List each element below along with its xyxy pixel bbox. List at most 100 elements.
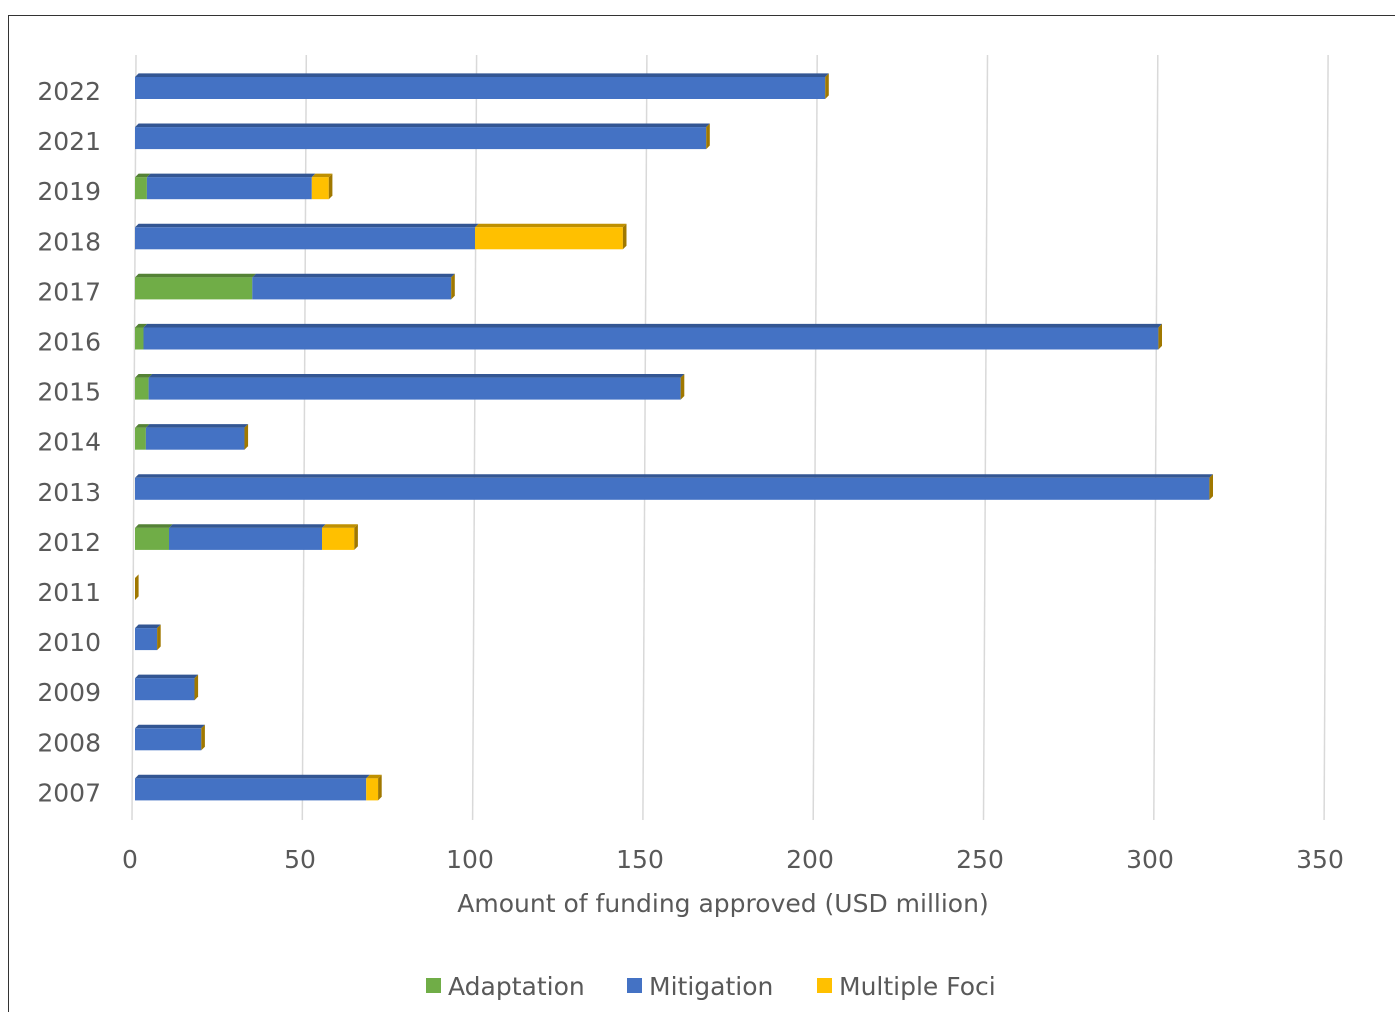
x-tick-label: 100 <box>446 845 494 874</box>
bar-top-face <box>322 524 358 528</box>
bar-end-cap <box>194 674 199 701</box>
bar-segment-multiple-foci <box>366 778 379 801</box>
y-tick-label: 2021 <box>37 127 101 156</box>
y-tick-label: 2011 <box>37 578 101 607</box>
bar-end-cap <box>1158 323 1162 350</box>
y-tick-label: 2010 <box>37 628 101 657</box>
bar-segment-adaptation <box>135 427 146 450</box>
legend-swatch <box>426 978 441 993</box>
bar-top-face <box>135 323 148 328</box>
bar-segment-mitigation <box>146 177 312 200</box>
bar-segment-adaptation <box>135 277 253 300</box>
y-tick-label: 2008 <box>37 728 101 757</box>
bar-end-cap <box>135 574 139 600</box>
x-axis-title: Amount of funding approved (USD million) <box>457 889 988 918</box>
bar-top-face <box>135 674 199 679</box>
bar-top-face <box>135 624 161 629</box>
x-tick-label: 150 <box>616 845 664 874</box>
bar-top-face <box>135 173 151 178</box>
grid-line <box>1153 54 1159 821</box>
bar-segment-adaptation <box>135 327 144 350</box>
bar-top-face <box>135 724 205 729</box>
grid-line <box>471 54 478 821</box>
bar-end-cap <box>378 774 382 801</box>
chart-frame <box>8 15 1395 1012</box>
bar-top-face <box>135 223 479 228</box>
bar-top-face <box>148 374 685 378</box>
y-tick-label: 2007 <box>37 778 101 807</box>
y-tick-label: 2022 <box>37 77 101 106</box>
legend-swatch <box>627 978 642 993</box>
bar-segment-adaptation <box>135 377 149 400</box>
bar-segment-mitigation <box>135 778 367 801</box>
y-tick-label: 2017 <box>37 277 101 306</box>
legend-label: Adaptation <box>448 972 585 1001</box>
bar-top-face <box>252 273 455 278</box>
bar-top-face <box>135 123 710 128</box>
bar-end-cap <box>825 73 829 99</box>
x-tick-label: 200 <box>786 845 834 874</box>
bar-top-face <box>135 73 829 77</box>
bar-segment-multiple-foci <box>311 177 329 200</box>
bar-segment-mitigation <box>135 678 195 701</box>
bar-top-face <box>145 424 249 428</box>
bar-top-face <box>143 323 1162 328</box>
y-tick-label: 2016 <box>37 328 101 357</box>
bar-end-cap <box>328 173 333 200</box>
bar-segment-mitigation <box>135 127 707 150</box>
grid-line <box>642 54 648 821</box>
bar-end-cap <box>680 374 685 400</box>
bar-segment-mitigation <box>135 628 158 651</box>
y-tick-label: 2009 <box>37 678 101 707</box>
bar-top-face <box>135 273 256 278</box>
y-tick-label: 2019 <box>37 177 101 206</box>
bar-top-face <box>135 424 150 428</box>
bar-top-face <box>311 173 333 178</box>
bar-top-face <box>135 774 370 779</box>
grid-lines <box>131 54 1329 821</box>
bar-segment-mitigation <box>135 77 826 99</box>
bar-segment-adaptation <box>135 177 147 200</box>
bar-end-cap <box>244 424 249 450</box>
bar-end-cap <box>354 524 358 550</box>
bar-segment-mitigation <box>143 327 1159 350</box>
x-axis-labels: 0 50 100 150 200 250 300 350 <box>122 845 1344 874</box>
bar-end-cap <box>157 624 161 651</box>
bar-segment-multiple-foci <box>322 527 355 550</box>
bar-segment-mitigation <box>135 477 1210 500</box>
bar-end-cap <box>706 123 710 150</box>
y-tick-label: 2013 <box>37 478 101 507</box>
y-tick-label: 2015 <box>37 378 101 407</box>
legend-label: Mitigation <box>649 972 773 1001</box>
bar-segment-mitigation <box>135 227 475 250</box>
y-axis-labels: 2022 2021 2019 2018 2017 2016 2015 2014 2013 2012… <box>37 77 101 807</box>
grid-line <box>982 54 989 821</box>
bar-segment-adaptation <box>135 527 169 550</box>
bar-end-cap <box>1209 474 1213 500</box>
grid-line <box>301 54 308 821</box>
legend: Adaptation Mitigation Multiple Foci <box>426 972 996 1001</box>
bar-segment-mitigation <box>252 277 452 300</box>
bar-end-cap <box>451 273 455 300</box>
x-tick-label: 50 <box>284 845 316 874</box>
bar-segment-multiple-foci <box>475 227 623 250</box>
grid-line <box>812 54 818 821</box>
bar-top-face <box>169 524 326 528</box>
bar-end-cap <box>201 724 205 751</box>
legend-label: Multiple Foci <box>839 972 996 1001</box>
grid-line <box>1323 54 1329 821</box>
bar-segment-mitigation <box>135 728 202 751</box>
x-tick-label: 250 <box>956 845 1004 874</box>
y-tick-label: 2014 <box>37 428 101 457</box>
bar-segment-mitigation <box>145 427 245 450</box>
bar-top-face <box>135 524 173 528</box>
bar-segment-mitigation <box>148 377 681 400</box>
bars <box>135 73 1213 801</box>
y-tick-label: 2012 <box>37 528 101 557</box>
bar-top-face <box>146 173 316 178</box>
bar-segment-mitigation <box>169 527 322 550</box>
bar-top-face <box>135 374 153 378</box>
bar-top-face <box>475 223 627 228</box>
legend-swatch <box>817 978 832 993</box>
